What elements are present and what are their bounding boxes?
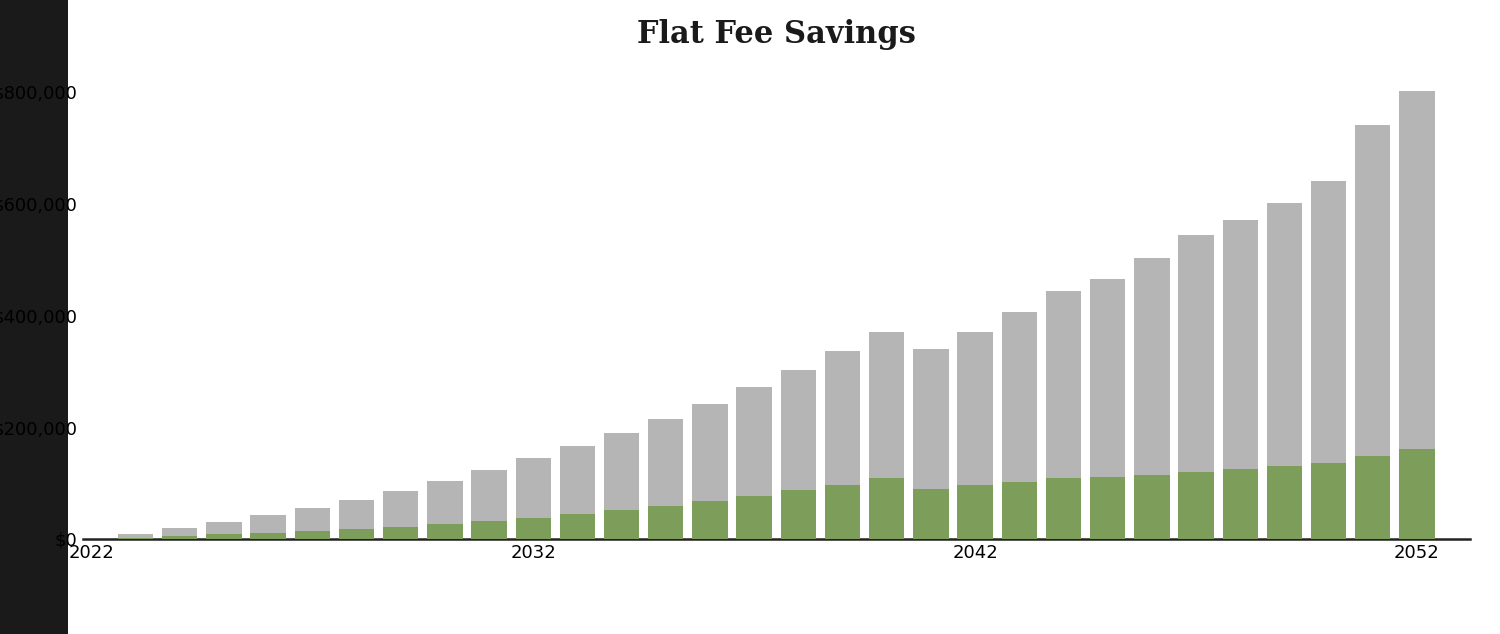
Bar [516,517,550,539]
Bar [560,514,596,539]
Bar [1090,477,1125,539]
Bar [648,506,684,539]
Bar [118,538,153,539]
Legend: Cumulative Percentage Fee, Cumulative Flat Fee: Cumulative Percentage Fee, Cumulative Fl… [472,628,1080,634]
Bar [294,508,330,539]
Bar [1266,204,1302,539]
Bar [382,527,418,539]
Bar [516,458,550,539]
Bar [1354,125,1390,539]
Bar [868,479,904,539]
Bar [471,521,507,539]
Bar [1046,291,1082,539]
Bar [1002,313,1036,539]
Bar [1311,463,1347,539]
Bar [294,531,330,539]
Bar [206,522,242,539]
Bar [693,403,728,539]
Bar [382,491,418,539]
Bar [1400,449,1434,539]
Bar [427,481,462,539]
Bar [118,534,153,539]
Bar [604,510,639,539]
Bar [1090,279,1125,539]
Bar [206,534,242,539]
Bar [604,432,639,539]
Bar [825,351,860,539]
Bar [1046,479,1082,539]
Bar [560,446,596,539]
Bar [427,524,462,539]
Bar [736,496,772,539]
Bar [868,332,904,539]
Bar [1134,257,1170,539]
Bar [1134,475,1170,539]
Bar [251,515,286,539]
Bar [1400,91,1434,539]
Bar [1222,220,1258,539]
Bar [339,500,374,539]
Bar [648,418,684,539]
Bar [1179,235,1214,539]
Bar [825,484,860,539]
Bar [1266,466,1302,539]
Bar [1179,472,1214,539]
Bar [957,485,993,539]
Title: Flat Fee Savings: Flat Fee Savings [638,18,915,49]
Bar [1311,181,1347,539]
Bar [780,370,816,539]
Bar [693,501,728,539]
Bar [914,349,948,539]
Bar [736,387,772,539]
Bar [162,528,198,539]
Bar [780,490,816,539]
Bar [1002,482,1036,539]
Bar [1354,456,1390,539]
Bar [1222,469,1258,539]
Bar [339,529,374,539]
Bar [251,533,286,539]
Bar [957,332,993,539]
Bar [914,489,948,539]
Bar [471,470,507,539]
Bar [162,536,198,539]
